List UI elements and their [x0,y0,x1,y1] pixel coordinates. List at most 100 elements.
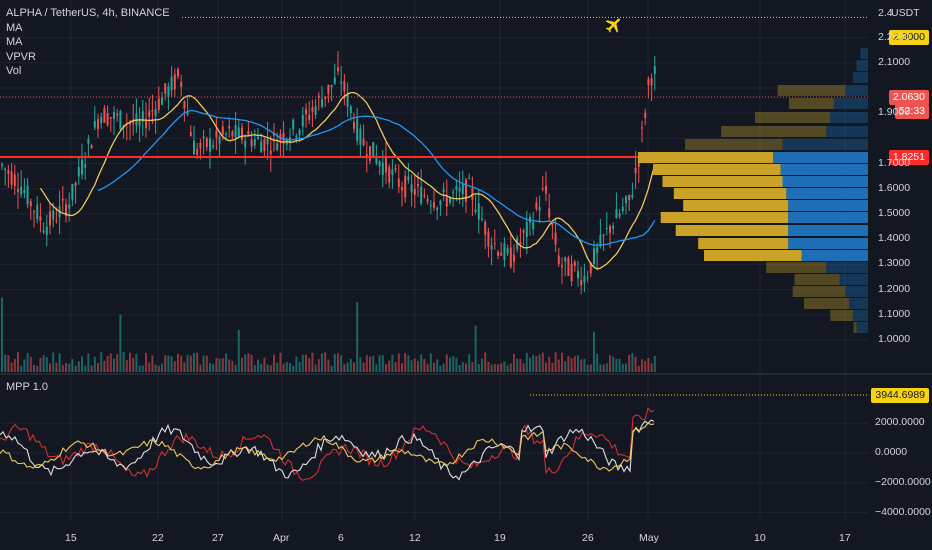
candle-body [612,225,615,229]
candle-body [577,270,579,279]
candle-body [20,187,23,195]
candle-body [551,221,554,226]
candle-body [260,141,263,153]
volume-bar [634,356,637,372]
volume-bar [97,363,99,372]
candle-body [452,192,455,194]
volume-bar [589,364,592,372]
candle-body [116,113,119,116]
candle-body [145,119,147,128]
candle-body [506,248,509,254]
volume-bar [429,353,432,372]
candle-body [4,168,7,171]
candle-body [141,111,144,122]
candle-body [10,171,13,185]
volume-bar [487,362,490,372]
volume-bar [554,352,557,372]
candle-body [423,195,426,197]
candle-body [231,131,234,137]
volume-bar [401,363,403,372]
candle-body [225,133,227,135]
volume-bar [285,361,288,372]
volume-bar [157,365,160,372]
symbol-title[interactable]: ALPHA / TetherUS, 4h, BINANCE [6,7,170,19]
volume-bar [237,329,240,372]
volume-bar [148,362,151,372]
volume-bar [605,363,608,372]
candle-body [586,277,589,279]
volume-bar [618,358,621,372]
candle-body [538,207,541,211]
candle-body [39,216,42,221]
candle-body [628,194,631,201]
candle-body [493,242,496,244]
volume-bar [586,364,589,372]
candle-body [183,101,186,109]
volume-bar [625,363,627,372]
candle-body [445,195,448,207]
level-price-box: 1.8251 [888,150,929,165]
indicator-ma-2[interactable]: MA [6,36,23,48]
candle-body [615,209,618,219]
candle-body [596,247,599,253]
oscillator-white-line [0,419,655,481]
indicator-mpp[interactable]: MPP 1.0 [6,381,48,393]
airplane-icon[interactable] [604,15,624,35]
indicator-vol[interactable]: Vol [6,65,22,77]
vpvr-gold-bar [830,310,853,321]
volume-bar [381,355,384,372]
volume-bar [593,331,595,372]
candle-body [164,83,167,94]
volume-bar [129,352,131,372]
candle-body [292,119,295,130]
volume-bar [391,354,394,372]
candle-body [362,139,365,145]
volume-bar [183,362,186,372]
vpvr-gold-bar [804,298,849,309]
volume-bar [167,355,170,372]
volume-bar [205,355,208,372]
candle-body [397,178,400,188]
volume-bar [506,365,509,372]
candle-body [167,86,170,98]
candle-body [148,110,151,117]
candle-body [97,119,99,130]
indicator-vpvr[interactable]: VPVR [6,50,36,63]
candle-body [426,199,429,202]
candle-body [404,175,407,198]
volume-bar [257,359,259,372]
vpvr-blue-bar [773,152,868,163]
candle-body [177,68,179,77]
volume-bar [493,363,496,372]
candle-body [23,190,26,194]
volume-bar [295,356,298,372]
candle-body [631,194,634,198]
candle-body [154,109,157,117]
volume-bar [74,365,77,372]
candle-body [26,185,29,205]
volume-bar [253,365,256,372]
vpvr-gold-bar [755,112,830,123]
candle-body [81,159,83,175]
candle-body [554,232,557,245]
volume-bar [23,359,26,372]
candle-body [449,197,451,203]
volume-bar [87,353,90,372]
time-tick-label: Apr [273,532,290,544]
countdown-box: 52:33 [894,104,929,119]
volume-bar [369,356,371,372]
volume-bar [71,358,74,372]
volume-bar [311,352,314,372]
candle-body [567,257,570,276]
volume-bar [362,362,365,372]
volume-bar [49,363,51,372]
candle-body [532,222,535,230]
candle-body [359,128,362,145]
indicator-ma-1[interactable]: MA [6,21,23,34]
vpvr-gold-bar [794,274,840,285]
volume-bar [356,302,359,372]
currency-label[interactable]: USDT [891,7,920,19]
candle-body [378,161,381,167]
